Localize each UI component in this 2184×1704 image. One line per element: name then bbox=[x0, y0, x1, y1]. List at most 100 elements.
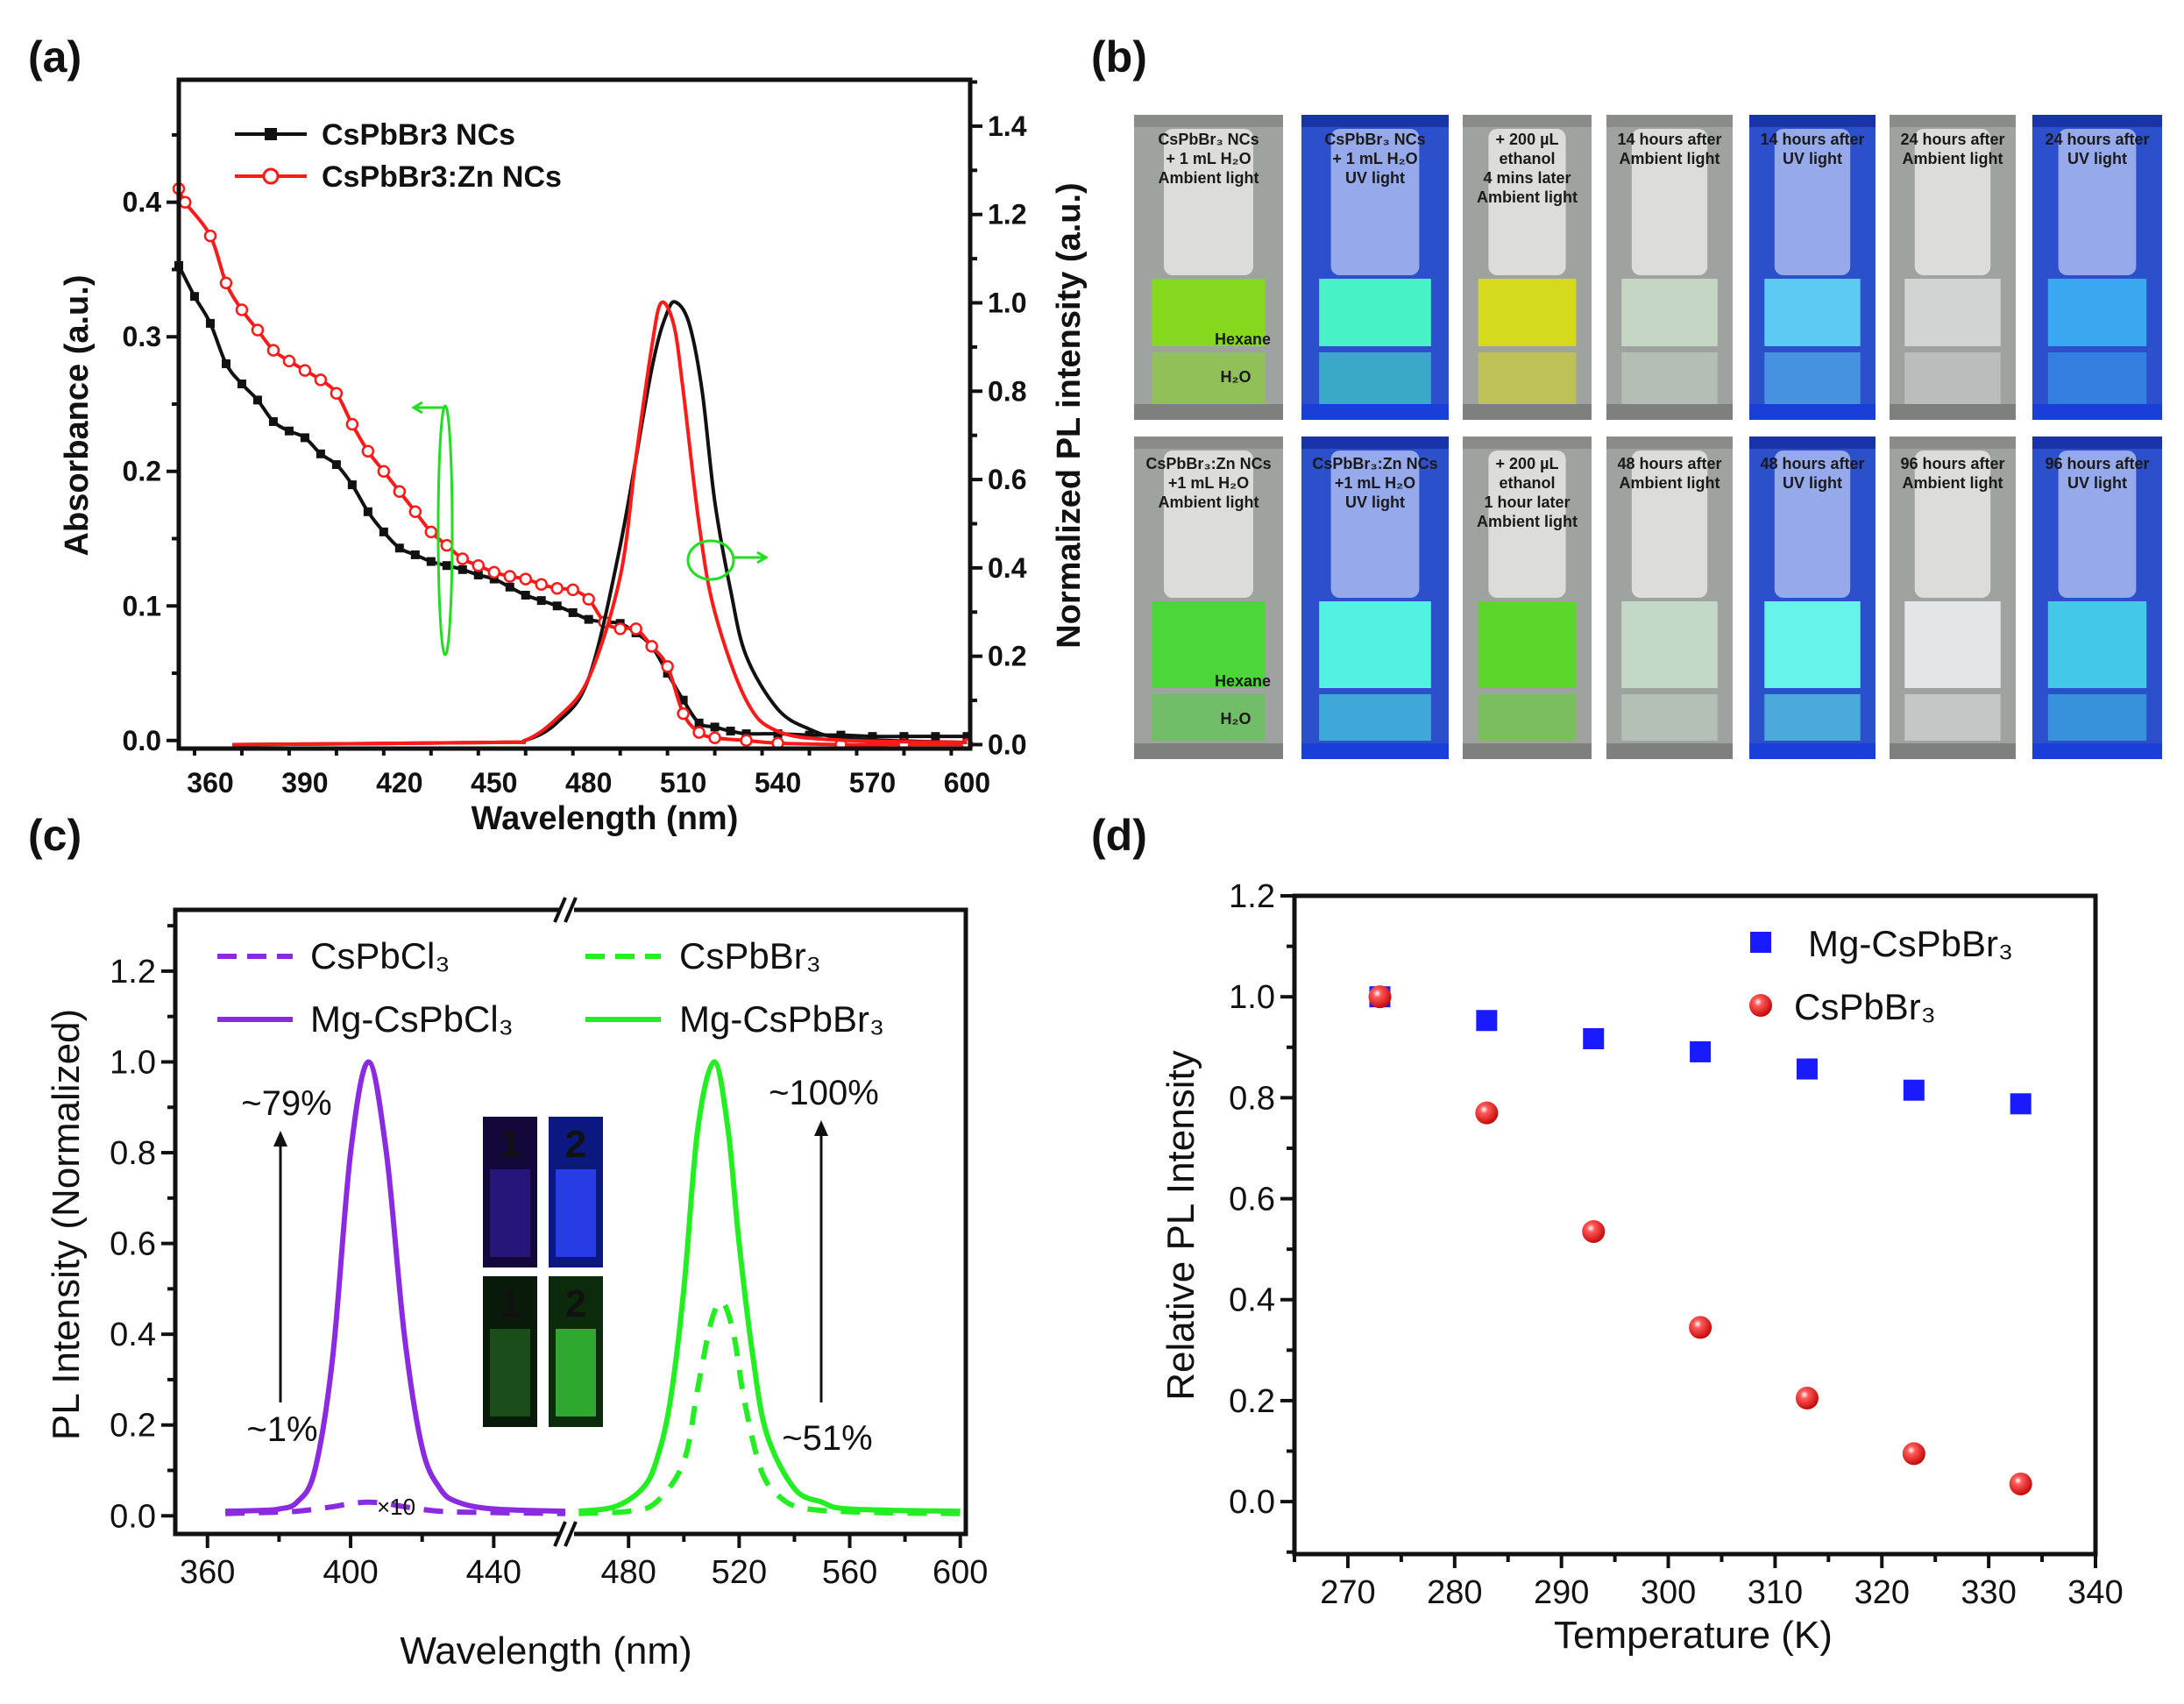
photo-caption-line: Ambient light bbox=[1477, 188, 1578, 206]
photo-top-strip bbox=[1606, 115, 1733, 127]
photo-caption-line: Ambient light bbox=[1903, 150, 2003, 167]
data-marker-circle bbox=[629, 622, 642, 635]
vial-liquid-water bbox=[2047, 694, 2147, 741]
plot-frame bbox=[176, 77, 973, 751]
x-tick-label: 570 bbox=[849, 767, 896, 799]
vial-cap bbox=[1164, 451, 1253, 598]
x-tick-label: 300 bbox=[1641, 1574, 1696, 1611]
y-left-tick-label: 0.0 bbox=[123, 725, 161, 756]
vial-liquid-hexane bbox=[1621, 601, 1718, 688]
data-marker-square bbox=[584, 614, 593, 624]
data-marker-square bbox=[379, 527, 388, 536]
data-marker-circle bbox=[487, 565, 501, 579]
vial-liquid-hexane bbox=[2047, 279, 2147, 346]
vial-liquid-water bbox=[1621, 694, 1718, 741]
photo-top-strip bbox=[1301, 437, 1449, 449]
y-axis-label: Relative PL Intensity bbox=[1159, 1050, 1202, 1400]
y-axis-label: PL Intensity (Normalized) bbox=[45, 1009, 88, 1440]
x-tick-label: 440 bbox=[466, 1554, 521, 1591]
data-marker-square bbox=[710, 722, 720, 732]
photo-caption-line: CsPbBr₃ NCs bbox=[1158, 131, 1259, 148]
data-marker-circle bbox=[298, 364, 312, 377]
vial-liquid-water bbox=[1152, 352, 1266, 405]
y-tick-label: 0.0 bbox=[1229, 1484, 1275, 1521]
legend-marker-square bbox=[265, 128, 277, 140]
photo-bottom-strip bbox=[1749, 404, 1876, 420]
photo-caption-line: 4 mins later bbox=[1483, 169, 1571, 187]
data-point-sphere bbox=[1902, 1442, 1925, 1466]
inset-vial-glow bbox=[556, 1169, 596, 1257]
photo-caption-line: Ambient light bbox=[1620, 474, 1720, 492]
vial-cap bbox=[1774, 451, 1851, 598]
y-right-tick-label: 0.4 bbox=[988, 552, 1027, 584]
series-line bbox=[232, 300, 968, 747]
data-marker-circle bbox=[219, 276, 233, 290]
vial-cap bbox=[1631, 129, 1708, 275]
photo-caption-line: Ambient light bbox=[1620, 150, 1720, 167]
data-marker-square bbox=[773, 729, 783, 739]
x-tick-label: 560 bbox=[822, 1554, 877, 1591]
x-tick-label: 320 bbox=[1854, 1574, 1910, 1611]
vial-liquid-hexane bbox=[1904, 601, 2001, 688]
photo-caption-line: UV light bbox=[1783, 474, 1842, 492]
vial-liquid-hexane bbox=[1152, 279, 1266, 346]
vial-liquid-hexane bbox=[1478, 601, 1577, 688]
x-tick-label: 520 bbox=[712, 1554, 767, 1591]
data-marker-circle bbox=[677, 706, 690, 721]
y-tick-label: 0.6 bbox=[1229, 1182, 1275, 1218]
photo-caption-line: 96 hours after bbox=[1900, 455, 2004, 472]
y-tick-label: 0.0 bbox=[110, 1498, 156, 1535]
x-tick-label: 400 bbox=[323, 1554, 378, 1591]
arrow-up-icon bbox=[814, 1120, 828, 1136]
data-marker-circle bbox=[566, 583, 579, 597]
y-tick-label: 0.8 bbox=[110, 1135, 156, 1172]
y-left-tick-label: 0.1 bbox=[123, 590, 161, 621]
data-marker-square bbox=[394, 543, 404, 553]
x-tick-label: 600 bbox=[932, 1554, 988, 1591]
photo-caption-line: + 1 mL H₂O bbox=[1332, 150, 1417, 167]
data-marker-circle bbox=[440, 538, 454, 552]
data-marker-square bbox=[221, 359, 230, 368]
data-marker-circle bbox=[708, 731, 721, 744]
data-marker-circle bbox=[235, 303, 249, 316]
data-marker-square bbox=[473, 570, 483, 579]
axis-break-mark bbox=[553, 1521, 567, 1547]
vial-liquid-water bbox=[1621, 352, 1718, 405]
photo-caption-line: 14 hours after bbox=[1760, 131, 1864, 148]
vial-liquid-water bbox=[2047, 352, 2147, 405]
vial-liquid-water bbox=[1319, 694, 1431, 741]
vial-photo: 96 hours after UV light bbox=[2032, 437, 2162, 759]
photo-bottom-strip bbox=[1301, 404, 1449, 420]
vial-liquid-water bbox=[1904, 352, 2001, 405]
panel-c-chart: 360 400 440 480 520 560 600 0.0 0.2 0.4 0.6 0.8 1.0 1… bbox=[45, 897, 988, 1672]
photo-bottom-strip bbox=[1463, 404, 1592, 420]
panel-label-a: (a) bbox=[28, 32, 82, 82]
data-marker-circle bbox=[408, 505, 422, 519]
photo-caption-line: 14 hours after bbox=[1617, 131, 1721, 148]
panel-label-c: (c) bbox=[28, 811, 82, 860]
data-marker-circle bbox=[345, 417, 359, 431]
x-tick-label: 280 bbox=[1427, 1574, 1482, 1611]
data-marker-square bbox=[457, 564, 467, 574]
inset-vial-number: 2 bbox=[565, 1282, 586, 1325]
vial-liquid-hexane bbox=[1319, 601, 1431, 688]
photo-top-strip bbox=[1134, 437, 1283, 449]
series-line bbox=[177, 188, 968, 747]
legend-label: CsPbBr3 NCs bbox=[322, 118, 515, 152]
x-tick-label: 480 bbox=[565, 767, 612, 799]
data-point-square bbox=[1583, 1027, 1605, 1049]
data-marker-circle bbox=[251, 323, 265, 337]
data-point-square bbox=[1903, 1079, 1925, 1101]
photo-caption-line: Ambient light bbox=[1159, 169, 1259, 187]
panel-label-d: (d) bbox=[1091, 811, 1147, 860]
data-marker-circle bbox=[535, 578, 548, 591]
y-tick-label: 0.4 bbox=[110, 1317, 156, 1353]
data-point-square bbox=[1476, 1010, 1498, 1032]
annotation-1-percent: ~1% bbox=[246, 1410, 317, 1449]
photo-bottom-strip bbox=[1606, 743, 1733, 759]
vial-liquid-hexane bbox=[1621, 279, 1718, 346]
x-tick-label: 330 bbox=[1961, 1574, 2016, 1611]
x-tick-label: 360 bbox=[180, 1554, 235, 1591]
x-tick-label: 600 bbox=[944, 767, 990, 799]
